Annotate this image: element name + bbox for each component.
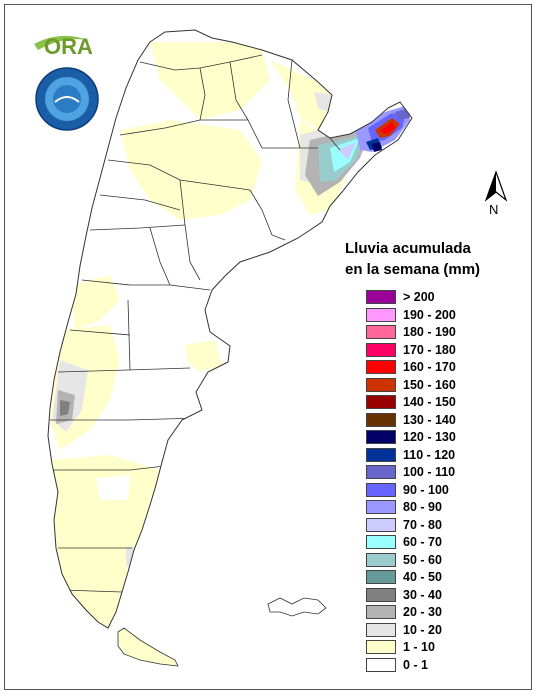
legend-swatch [366,657,396,672]
legend-label: 100 - 110 [403,465,456,479]
legend-label: 90 - 100 [403,482,449,497]
legend-item: 190 - 200 [366,307,516,325]
legend-label: 150 - 160 [403,377,456,392]
legend-title: Lluvia acumulada en la semana (mm) [345,238,525,280]
ora-logo: ORA [30,24,110,60]
legend-item: 60 - 70 [366,534,516,552]
legend-item: 1 - 10 [366,639,516,657]
legend-swatch [366,342,396,357]
tierra-del-fuego [117,627,179,667]
legend-item: 40 - 50 [366,569,516,587]
legend-item: 180 - 190 [366,324,516,342]
legend-label: 160 - 170 [403,360,456,374]
legend-item: 170 - 180 [366,342,516,360]
islas-malvinas [267,597,327,617]
north-label: N [489,202,498,216]
legend-swatch [366,587,396,602]
legend-label: 70 - 80 [403,517,442,532]
legend-swatch [366,290,396,304]
legend-item: 120 - 130 [366,429,516,447]
legend-label: 140 - 150 [403,395,456,409]
legend-item: 10 - 20 [366,622,516,640]
legend-item: 20 - 30 [366,604,516,622]
legend-label: 50 - 60 [403,552,442,567]
legend-swatch [366,377,396,392]
legend-swatch [366,605,396,619]
legend-swatch [366,500,396,514]
legend-swatch [366,535,396,549]
legend-label: 180 - 190 [403,325,456,339]
legend-item: > 200 [366,289,516,307]
legend-swatch [366,307,396,322]
legend-item: 100 - 110 [366,464,516,482]
legend-item: 30 - 40 [366,587,516,605]
legend-swatch [366,447,396,462]
legend-swatch [366,517,396,532]
legend-item: 130 - 140 [366,412,516,430]
ora-logo-text: ORA [44,34,93,59]
legend-title-line1: Lluvia acumulada [345,240,471,257]
legend-swatch [366,570,396,584]
legend-swatch [366,622,396,637]
legend-label: 1 - 10 [403,640,435,654]
legend-label: 170 - 180 [403,342,456,357]
legend-swatch [366,482,396,497]
legend-label: 190 - 200 [403,307,456,322]
legend-swatch [366,640,396,654]
legend-item: 0 - 1 [366,657,516,675]
legend-label: 0 - 1 [403,657,429,672]
legend-label: 40 - 50 [403,570,442,584]
north-arrow-icon: N [478,170,514,217]
legend-item: 90 - 100 [366,482,516,500]
legend-item: 70 - 80 [366,517,516,535]
legend: > 200 190 - 200 180 - 190 170 - 180 160 - 17… [366,289,516,674]
legend-label: 80 - 90 [403,500,442,514]
legend-label: 130 - 140 [403,412,456,427]
legend-swatch [366,325,396,339]
legend-swatch [366,395,396,409]
legend-swatch [366,360,396,374]
legend-label: 30 - 40 [403,587,442,602]
legend-title-line2: en la semana (mm) [345,261,481,278]
legend-swatch [366,412,396,427]
legend-item: 80 - 90 [366,499,516,517]
legend-item: 160 - 170 [366,359,516,377]
legend-swatch [366,552,396,567]
ora-logo-swoosh [34,35,88,50]
legend-label: 10 - 20 [403,622,442,637]
legend-swatch [366,465,396,479]
legend-item: 50 - 60 [366,552,516,570]
legend-item: 110 - 120 [366,447,516,465]
legend-label: 60 - 70 [403,535,442,549]
legend-label: 20 - 30 [403,605,442,619]
legend-item: 150 - 160 [366,377,516,395]
legend-label: 110 - 120 [403,447,456,462]
smn-seal-icon [34,66,100,132]
legend-label: > 200 [403,290,435,304]
legend-swatch [366,430,396,444]
legend-item: 140 - 150 [366,394,516,412]
legend-label: 120 - 130 [403,430,456,444]
